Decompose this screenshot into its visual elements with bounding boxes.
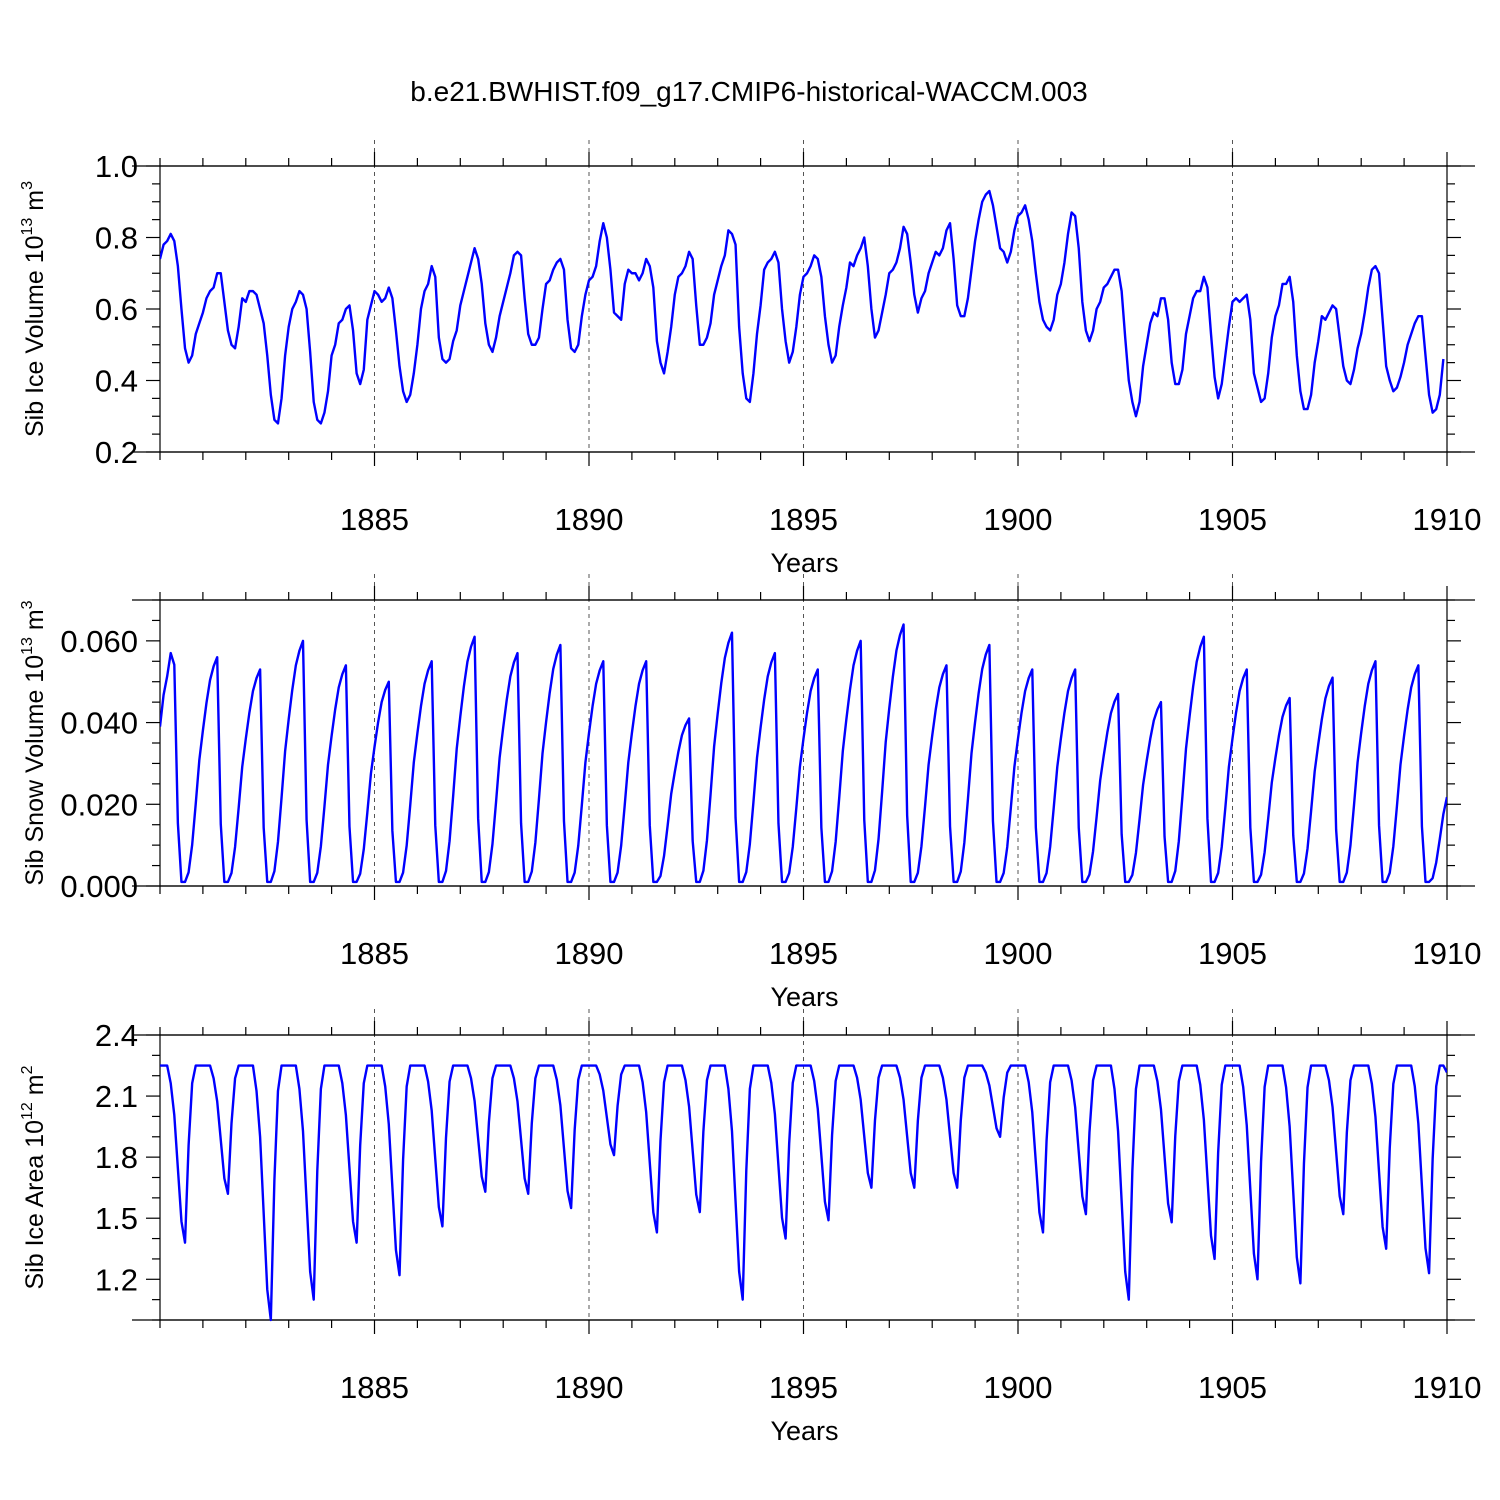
panel-1: 1885 1890 1895 1900 1905 1910 Years 0.2 0.4 0.6 0.…	[19, 140, 1481, 578]
x-axis-label: Years	[770, 982, 838, 1012]
x-tick-label: 1890	[555, 936, 624, 971]
x-tick-label: 1885	[340, 502, 409, 537]
y-tick-label: 1.0	[95, 149, 138, 184]
y-axis-label: Sib Ice Area 1012 m2	[19, 1065, 49, 1289]
y-tick-label: 0.040	[60, 706, 138, 741]
y-tick-label: 2.1	[95, 1079, 138, 1114]
y-tick-label: 1.2	[95, 1262, 138, 1297]
x-tick-label: 1885	[340, 936, 409, 971]
x-tick-label: 1905	[1198, 936, 1267, 971]
series-line	[160, 1064, 1447, 1322]
panel-3: 1885 1890 1895 1900 1905 1910 Years 1.2 1.5 1.8 2.…	[19, 1009, 1481, 1446]
figure-title: b.e21.BWHIST.f09_g17.CMIP6-historical-WA…	[410, 76, 1087, 107]
x-tick-label: 1910	[1413, 1370, 1482, 1405]
x-tick-label: 1900	[984, 936, 1053, 971]
x-axis-label: Years	[770, 548, 838, 578]
chart-panels: 1885 1890 1895 1900 1905 1910 Years 0.2 0.4 0.6 0.…	[19, 140, 1481, 1446]
y-axis-label: Sib Ice Volume 1013 m3	[19, 181, 49, 437]
series-line	[160, 189, 1445, 425]
x-tick-label: 1910	[1413, 936, 1482, 971]
y-tick-label: 0.4	[95, 364, 138, 399]
x-tick-label: 1895	[769, 1370, 838, 1405]
series-line	[160, 623, 1447, 884]
x-tick-label: 1890	[555, 1370, 624, 1405]
y-tick-label: 1.8	[95, 1140, 138, 1175]
x-tick-label: 1905	[1198, 502, 1267, 537]
x-tick-label: 1900	[984, 502, 1053, 537]
y-tick-label: 1.5	[95, 1201, 138, 1236]
y-tick-label: 0.000	[60, 869, 138, 904]
y-tick-label: 0.8	[95, 221, 138, 256]
y-tick-label: 0.020	[60, 787, 138, 822]
panel-2: 1885 1890 1895 1900 1905 1910 Years 0.000 0.020 0…	[19, 574, 1481, 1012]
x-tick-label: 1890	[555, 502, 624, 537]
x-tick-label: 1905	[1198, 1370, 1267, 1405]
x-tick-label: 1895	[769, 936, 838, 971]
x-axis-label: Years	[770, 1416, 838, 1446]
x-tick-label: 1910	[1413, 502, 1482, 537]
y-tick-label: 2.4	[95, 1018, 138, 1053]
x-tick-label: 1895	[769, 502, 838, 537]
y-axis-label: Sib Snow Volume 1013 m3	[19, 600, 49, 885]
y-tick-label: 0.6	[95, 292, 138, 327]
x-tick-label: 1900	[984, 1370, 1053, 1405]
y-tick-label: 0.2	[95, 435, 138, 470]
x-tick-label: 1885	[340, 1370, 409, 1405]
y-tick-label: 0.060	[60, 624, 138, 659]
